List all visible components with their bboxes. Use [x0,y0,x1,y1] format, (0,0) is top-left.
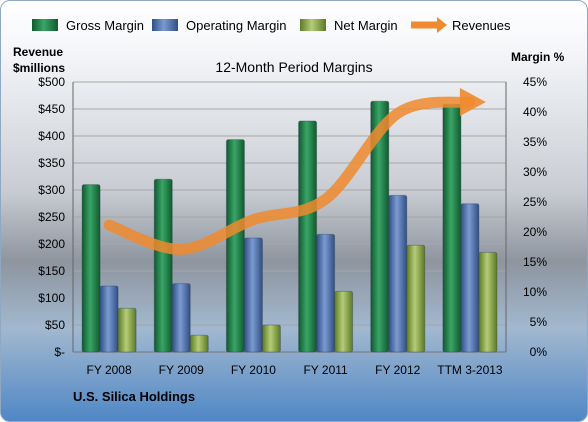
net-margin-bar [334,290,354,353]
net-margin-legend-label: Net Margin [334,18,398,33]
net-margin-bar [189,334,209,353]
operating-margin-bar [99,285,119,353]
company-name: U.S. Silica Holdings [73,389,196,404]
net-margin-legend-swatch [300,19,326,31]
right-tick-label: 40% [523,105,547,119]
revenues-line [103,96,476,255]
operating-margin-bar [171,283,191,353]
left-tick-label: $400 [38,129,65,143]
gross-margin-bar [153,178,173,353]
left-tick-label: $150 [38,264,65,278]
left-axis-label-line2: $millions [13,61,66,75]
net-margin-bar [478,251,498,353]
left-tick-label: $200 [38,237,65,251]
net-margin-bar [261,324,281,353]
chart-title: 12-Month Period Margins [215,59,373,75]
left-tick-label: $450 [38,102,65,116]
bar-series-layer: FY 2008 FY 2009 FY 2010 FY 2011 FY 2012 TTM 3… [81,100,503,377]
net-margin-bar [406,244,426,353]
gross-margin-bar [442,103,462,353]
right-tick-label: 20% [523,225,547,239]
right-axis-label: Margin % [511,50,565,64]
left-tick-label: $300 [38,183,65,197]
left-tick-label: $50 [45,318,65,332]
right-tick-label: 35% [523,135,547,149]
category-label: TTM 3-2013 [437,363,503,377]
operating-margin-bar [460,203,480,353]
legend: Gross Margin Operating Margin Net Margin Re… [32,17,511,33]
category-label: FY 2009 [159,363,204,377]
gross-margin-bar [225,139,245,353]
operating-margin-bar [316,233,336,353]
operating-margin-legend-swatch [152,19,178,31]
right-tick-label: 10% [523,285,547,299]
gross-margin-legend-swatch [32,19,58,31]
category-label: FY 2011 [303,363,348,377]
gross-margin-bar [298,120,318,353]
gross-margin-bar [81,184,101,353]
left-tick-label: $350 [38,156,65,170]
right-tick-label: 45% [523,75,547,89]
category-label: FY 2008 [87,363,132,377]
revenues-arrowhead [459,87,486,116]
left-axis-label-line1: Revenue [13,45,64,59]
right-tick-label: 30% [523,165,547,179]
gross-margin-legend-label: Gross Margin [66,18,144,33]
left-tick-label: $100 [38,291,65,305]
revenues-legend-label: Revenues [452,18,511,33]
left-tick-label: $500 [38,75,65,89]
left-tick-label: $250 [38,210,65,224]
left-tick-label: $- [54,345,65,359]
category-label: FY 2012 [375,363,420,377]
right-tick-label: 5% [530,315,548,329]
operating-margin-bar [243,237,263,353]
net-margin-bar [117,307,137,353]
operating-margin-bar [388,194,408,353]
operating-margin-legend-label: Operating Margin [186,18,286,33]
right-tick-label: 0% [530,345,548,359]
revenue-line-layer [103,87,486,255]
right-tick-label: 25% [523,195,547,209]
revenues-legend-arrow [437,17,447,33]
right-tick-label: 15% [523,255,547,269]
category-label: FY 2010 [231,363,276,377]
